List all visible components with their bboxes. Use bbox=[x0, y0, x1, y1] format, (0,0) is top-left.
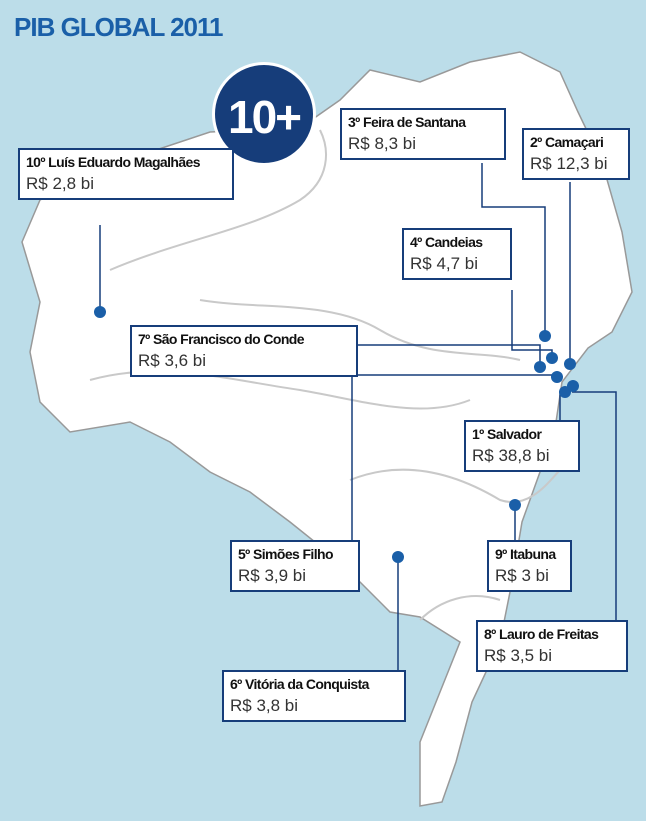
city-value: R$ 3,6 bi bbox=[138, 351, 207, 370]
city-box: 10º Luís Eduardo Magalhães R$ 2,8 bi bbox=[18, 148, 234, 200]
city-value: R$ 3,9 bi bbox=[238, 566, 307, 585]
city-box: 6º Vitória da Conquista R$ 3,8 bi bbox=[222, 670, 406, 722]
city-value: R$ 2,8 bi bbox=[26, 174, 95, 193]
city-name: 7º São Francisco do Conde bbox=[138, 331, 305, 347]
city-name: 5º Simões Filho bbox=[238, 546, 334, 562]
city-box: 3º Feira de Santana R$ 8,3 bi bbox=[340, 108, 506, 160]
city-box: 9º Itabuna R$ 3 bi bbox=[487, 540, 572, 592]
city-box: 5º Simões Filho R$ 3,9 bi bbox=[230, 540, 360, 592]
city-value: R$ 3,5 bi bbox=[484, 646, 553, 665]
city-name: 10º Luís Eduardo Magalhães bbox=[26, 154, 201, 170]
city-box: 2º Camaçari R$ 12,3 bi bbox=[522, 128, 630, 180]
city-name: 1º Salvador bbox=[472, 426, 542, 442]
city-value: R$ 38,8 bi bbox=[472, 446, 550, 465]
city-value: R$ 3 bi bbox=[495, 566, 549, 585]
city-dots bbox=[94, 306, 579, 563]
city-box: 1º Salvador R$ 38,8 bi bbox=[464, 420, 580, 472]
city-box: 8º Lauro de Freitas R$ 3,5 bi bbox=[476, 620, 628, 672]
city-name: 3º Feira de Santana bbox=[348, 114, 466, 130]
city-value: R$ 4,7 bi bbox=[410, 254, 479, 273]
city-name: 2º Camaçari bbox=[530, 134, 604, 150]
city-value: R$ 12,3 bi bbox=[530, 154, 608, 173]
city-value: R$ 8,3 bi bbox=[348, 134, 417, 153]
city-box: 4º Candeias R$ 4,7 bi bbox=[402, 228, 512, 280]
title: PIB GLOBAL 2011 bbox=[14, 12, 223, 42]
city-name: 6º Vitória da Conquista bbox=[230, 676, 369, 692]
city-box: 7º São Francisco do Conde R$ 3,6 bi bbox=[130, 325, 358, 377]
city-value: R$ 3,8 bi bbox=[230, 696, 299, 715]
city-name: 4º Candeias bbox=[410, 234, 483, 250]
city-name: 8º Lauro de Freitas bbox=[484, 626, 599, 642]
city-name: 9º Itabuna bbox=[495, 546, 556, 562]
